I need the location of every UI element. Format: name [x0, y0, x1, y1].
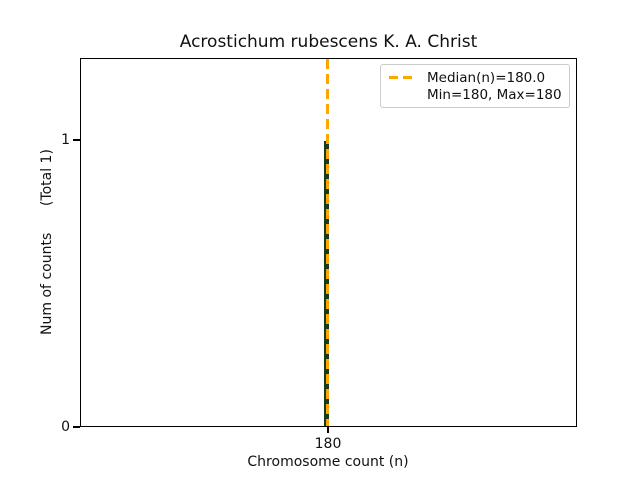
x-tick-mark-180	[327, 427, 329, 433]
legend-item-minmax: Min=180, Max=180	[389, 86, 562, 103]
y-tick-label-0: 0	[61, 419, 70, 435]
y-tick-mark-1	[73, 139, 80, 141]
legend: Median(n)=180.0 Min=180, Max=180	[380, 64, 570, 108]
legend-item-median: Median(n)=180.0	[389, 69, 561, 86]
median-dashed-line-icon	[389, 76, 417, 79]
legend-label-minmax: Min=180, Max=180	[427, 86, 562, 103]
median-dashed-line	[326, 59, 329, 426]
x-tick-label-180: 180	[314, 436, 342, 452]
plot-area: Median(n)=180.0 Min=180, Max=180	[80, 58, 577, 427]
legend-label-median: Median(n)=180.0	[427, 69, 546, 86]
y-tick-label-1: 1	[61, 132, 70, 148]
y-axis-label: Num of counts (Total 1)	[39, 149, 55, 335]
chart-title: Acrostichum rubescens K. A. Christ	[179, 32, 478, 52]
x-axis-label: Chromosome count (n)	[247, 454, 409, 470]
legend-marker-blank	[389, 93, 417, 96]
y-tick-mark-0	[73, 426, 80, 428]
